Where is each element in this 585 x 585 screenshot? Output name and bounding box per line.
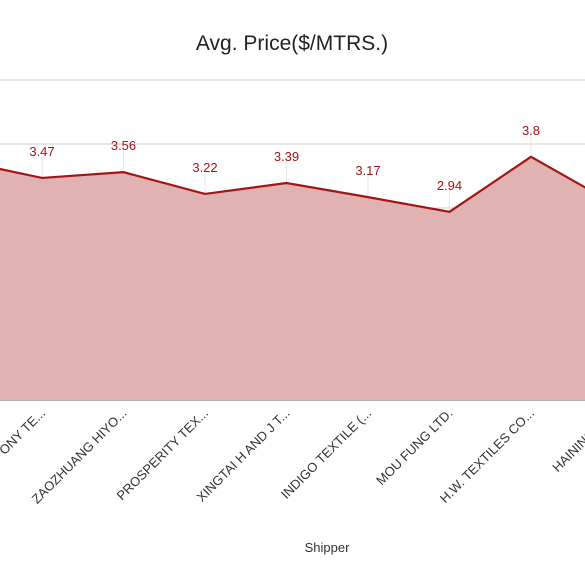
chart-title: Avg. Price($/MTRS.) [196,32,388,55]
data-label: 3.8 [522,123,540,138]
data-label: 3.22 [192,160,217,175]
data-label: 3.17 [355,163,380,178]
data-label: 2.94 [437,178,462,193]
area-fill [0,156,585,400]
x-tick-label: ONY TE... [0,406,48,458]
x-tick-label: INDIGO TEXTILE (... [278,406,374,502]
x-axis-label: Shipper [305,540,350,555]
data-label: 3.47 [29,144,54,159]
x-tick-label: HAINING BAF [549,405,585,474]
x-tick-label: PROSPERITY TEX... [113,406,211,504]
area-line [0,155,585,214]
data-label: 3.56 [111,138,136,153]
data-label: 3.39 [274,149,299,164]
x-tick-label: XINGTAI H AND J T... [193,406,292,505]
x-tick-label: MOU FUNG LTD. [373,406,455,488]
x-tick-label: H.W. TEXTILES CO... [437,406,537,506]
